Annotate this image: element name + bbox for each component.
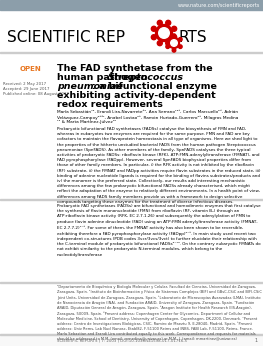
Text: RTS: RTS [178, 29, 207, 45]
Circle shape [172, 34, 176, 37]
Circle shape [166, 38, 169, 41]
Text: Streptococcus: Streptococcus [108, 73, 184, 82]
Text: The FAD synthetase from the: The FAD synthetase from the [57, 64, 213, 73]
Circle shape [172, 26, 177, 31]
Circle shape [151, 35, 156, 40]
Text: Accepted: 29 June 2017: Accepted: 29 June 2017 [3, 87, 49, 91]
Text: ¹² & Marta Martínez-Júlvez¹²: ¹² & Marta Martínez-Júlvez¹² [57, 120, 116, 124]
Bar [0, 0, 263, 10]
Text: 1: 1 [255, 337, 258, 343]
Bar [0, 334, 263, 335]
Text: SCIENTIFIC REPORTS | 7: 2003 | DOI:10.1038/s41598-017-01716-5: SCIENTIFIC REPORTS | 7: 2003 | DOI:10.10… [57, 338, 187, 342]
Bar [0, 334, 263, 346]
Text: María Sebastián¹², Erandi Lira-Navarrete³⁴, Ana Serrano¹²³, Carlos Marcuello²⁵, : María Sebastián¹², Erandi Lira-Navarrete… [57, 110, 238, 114]
Circle shape [179, 45, 182, 48]
Text: Prokaryotic FAD synthetases (FADSs) are bifunctional and homodimeric enzymes tha: Prokaryotic FAD synthetases (FADSs) are … [57, 204, 261, 256]
Circle shape [157, 41, 162, 46]
Text: ¹Departamento de Bioquímica y Biología Molecular y Celular, Facultad de Ciencias: ¹Departamento de Bioquímica y Biología M… [57, 285, 262, 341]
Bar [0, 199, 263, 200]
Circle shape [155, 25, 173, 42]
Text: redox requirements: redox requirements [57, 100, 163, 109]
Circle shape [151, 26, 156, 31]
Text: pneumoniae: pneumoniae [57, 82, 123, 91]
Text: Prokaryotic bifunctional FAD synthetases (FADSs) catalyse the biosynthesis of FM: Prokaryotic bifunctional FAD synthetases… [57, 127, 260, 204]
Text: : a bifunctional enzyme: : a bifunctional enzyme [92, 82, 216, 91]
Text: Received: 2 May 2017: Received: 2 May 2017 [3, 82, 46, 86]
Circle shape [166, 41, 171, 46]
Circle shape [159, 28, 169, 38]
Bar [0, 52, 263, 53]
Text: Velázquez-Campoy²³⁶¹, Anabel Lostao²³, Ramón Hurtado-Guerrero²³, Milagros Medina: Velázquez-Campoy²³⁶¹, Anabel Lostao²³, R… [57, 115, 238, 120]
Circle shape [171, 40, 177, 46]
Circle shape [172, 48, 176, 52]
Circle shape [169, 37, 180, 48]
Circle shape [179, 38, 182, 41]
Circle shape [166, 20, 171, 25]
Text: Published online: 08 August 2017: Published online: 08 August 2017 [3, 92, 69, 96]
Circle shape [157, 20, 162, 25]
Text: www.nature.com/scientificreports: www.nature.com/scientificreports [178, 2, 260, 8]
Text: OPEN: OPEN [19, 66, 41, 72]
Text: exhibiting activity-dependent: exhibiting activity-dependent [57, 91, 216, 100]
Circle shape [166, 45, 169, 48]
Circle shape [172, 35, 177, 40]
Text: SCIENTIFIC REP: SCIENTIFIC REP [7, 29, 125, 45]
Text: human pathogen: human pathogen [57, 73, 151, 82]
